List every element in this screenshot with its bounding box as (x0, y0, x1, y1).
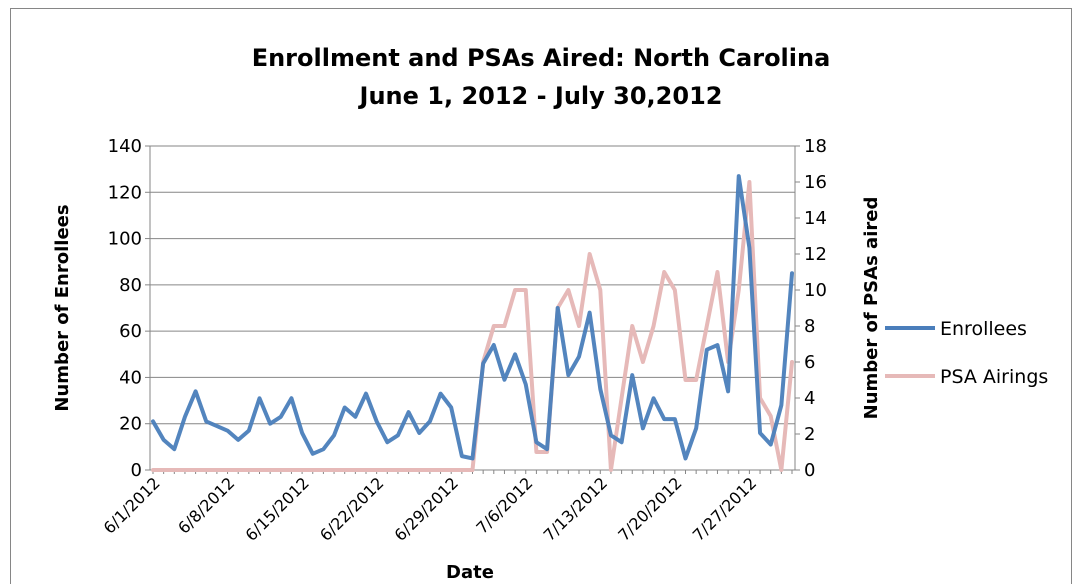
series-line-enrollees (151, 174, 794, 461)
y-right-tick-label: 6 (804, 352, 815, 373)
y-right-tick-label: 18 (804, 136, 827, 157)
y-right-tick-label: 14 (804, 208, 827, 229)
y-right-tick-label: 12 (804, 244, 827, 265)
y-left-tick-label: 80 (119, 275, 142, 296)
y-axis-title-left: Number of Enrollees (52, 204, 73, 411)
x-tick-label: 7/13/2012 (540, 473, 611, 544)
x-axis-title: Date (446, 562, 494, 583)
y-left-tick-label: 140 (108, 136, 142, 157)
series-lines (151, 174, 794, 472)
y-left-tick-label: 60 (119, 321, 142, 342)
y-left-tick-label: 0 (131, 460, 142, 481)
chart-frame (10, 8, 1072, 584)
y-left-tick-label: 100 (108, 229, 142, 250)
tick-labels: 0 20 40 60 80 100 120 140 0 2 4 6 8 10 12 14 16 18 6/1/201… (100, 136, 827, 545)
chart-title: Enrollment and PSAs Aired: North Carolin… (252, 44, 831, 72)
x-tick-label: 6/8/2012 (174, 473, 238, 537)
y-right-tick-label: 0 (804, 460, 815, 481)
legend-label-enrollees: Enrollees (940, 318, 1027, 340)
x-tick-label: 6/22/2012 (316, 473, 387, 544)
y-right-tick-label: 16 (804, 172, 827, 193)
y-right-tick-label: 4 (804, 388, 815, 409)
legend-label-psa-airings: PSA Airings (940, 366, 1048, 388)
gridlines (150, 145, 795, 425)
y-right-tick-label: 8 (804, 316, 815, 337)
y-left-tick-label: 20 (119, 414, 142, 435)
legend: Enrollees PSA Airings (885, 318, 1048, 388)
axes (145, 145, 800, 474)
y-axis-title-right: Number of PSAs aired (861, 197, 882, 420)
y-right-tick-label: 10 (804, 280, 827, 301)
y-left-tick-label: 40 (119, 367, 142, 388)
series-line-psa-airings (151, 180, 794, 472)
chart-subtitle: June 1, 2012 - July 30,2012 (358, 82, 723, 110)
y-right-tick-label: 2 (804, 424, 815, 445)
x-tick-label: 6/1/2012 (100, 473, 164, 537)
x-tick-label: 7/6/2012 (472, 473, 536, 537)
x-tick-label: 7/20/2012 (614, 473, 685, 544)
x-tick-label: 7/27/2012 (689, 473, 760, 544)
x-tick-label: 6/29/2012 (391, 473, 462, 544)
x-tick-label: 6/15/2012 (241, 473, 312, 544)
y-left-tick-label: 120 (108, 182, 142, 203)
